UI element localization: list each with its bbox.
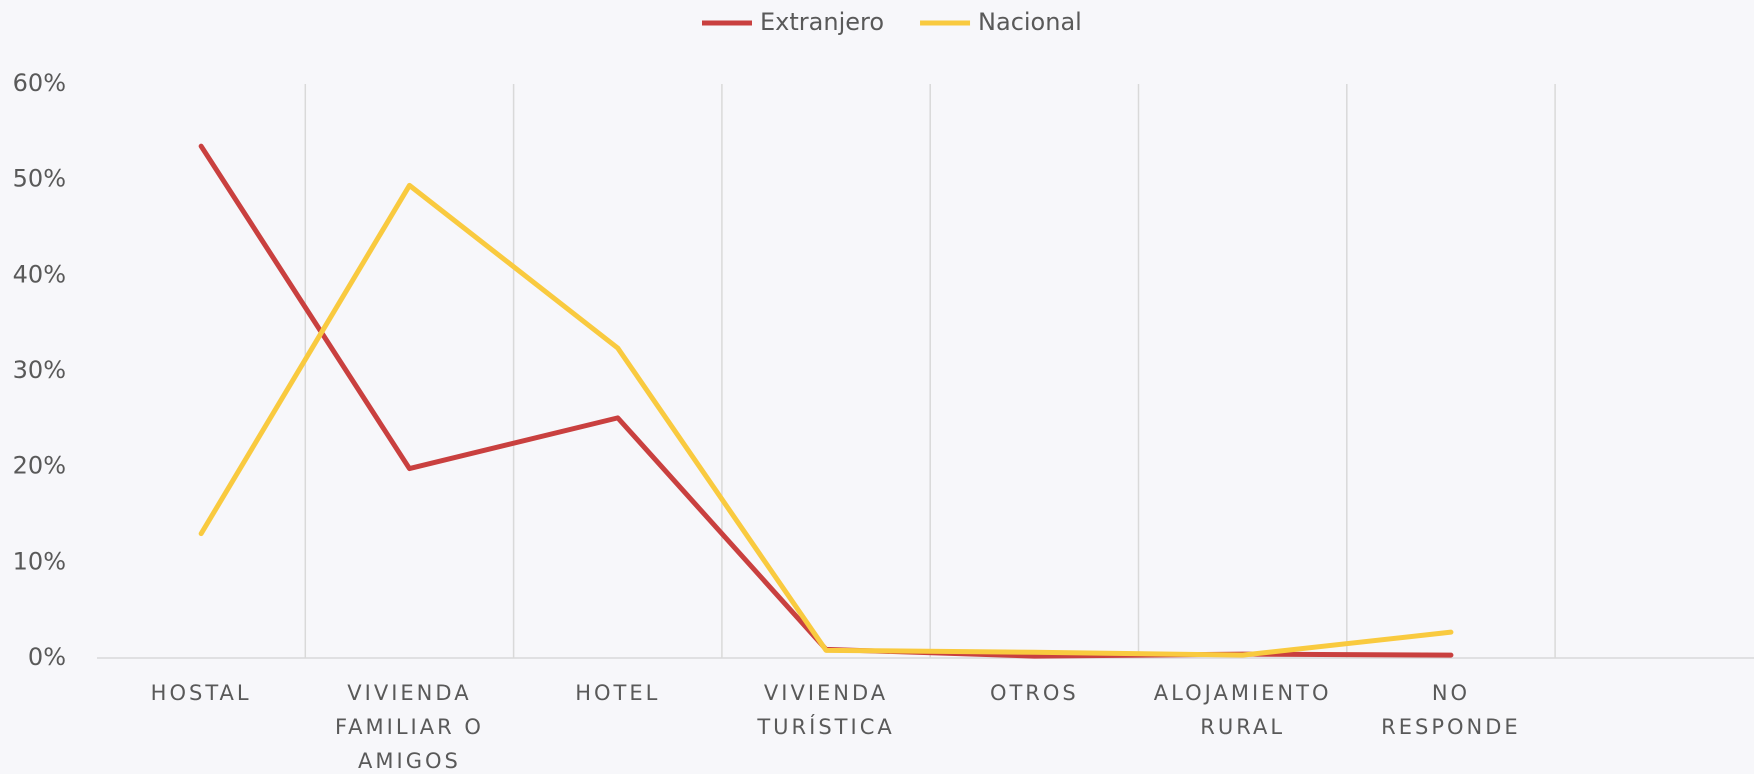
x-tick-label: VIVIENDA FAMILIAR O AMIGOS — [334, 681, 484, 773]
y-tick-label: 10% — [13, 547, 66, 575]
y-tick-label: 20% — [13, 452, 66, 480]
y-tick-label: 40% — [13, 260, 66, 288]
x-tick-label: ALOJAMIENTO RURAL — [1153, 681, 1332, 739]
y-tick-label: 50% — [13, 165, 66, 193]
legend-label: Nacional — [978, 8, 1082, 36]
y-tick-label: 60% — [13, 69, 66, 97]
series-line — [198, 182, 1454, 658]
x-tick-label: VIVIENDA TURÍSTICA — [757, 681, 895, 739]
x-tick-label: NO RESPONDE — [1381, 681, 1521, 739]
y-tick-label: 30% — [13, 356, 66, 384]
x-tick-label: HOSTAL — [150, 681, 252, 705]
x-tick-label: OTROS — [989, 681, 1079, 705]
y-tick-label: 0% — [28, 643, 66, 671]
x-tick-label: HOTEL — [575, 681, 661, 705]
legend-label: Extranjero — [760, 8, 884, 36]
